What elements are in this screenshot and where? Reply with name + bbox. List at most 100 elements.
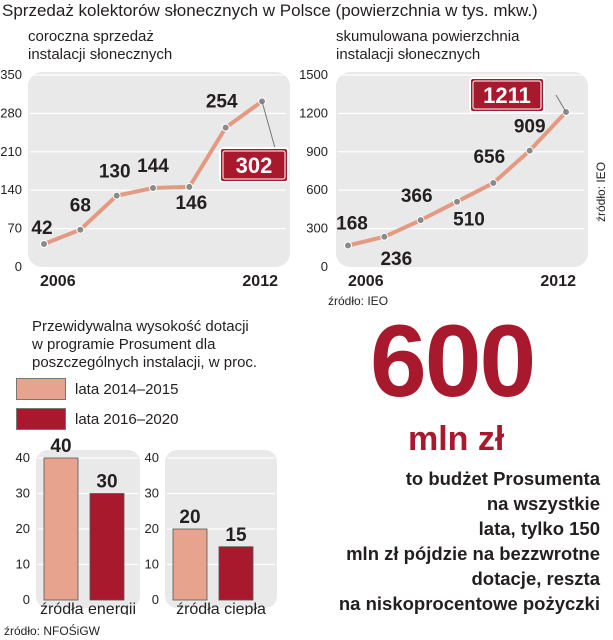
chart1-y-tick: 0 — [15, 259, 22, 274]
chart2-data-label: 909 — [514, 117, 546, 138]
chart2-data-point — [525, 146, 534, 155]
chart2-x-tick-first: 2006 — [348, 273, 384, 290]
chart1-callout-leader — [261, 101, 276, 149]
bar-1-1 — [218, 546, 254, 601]
chart2-subtitle-line1: skumulowana powierzchnia — [336, 28, 520, 45]
legend-label-2016-2020: lata 2016–2020 — [75, 410, 179, 428]
bar-chart-subsidy: 0 10 20 30 40 40 30 źródła energii 0 10 20 30 40 20 15… — [16, 436, 277, 615]
chart1-data-label: 68 — [70, 196, 91, 217]
bar-y-tick: 30 — [145, 486, 159, 501]
chart1-data-label: 146 — [175, 193, 207, 214]
budget-line6: na niskoprocentowe pożyczki — [338, 593, 600, 614]
side-source: źródło: IEO — [594, 161, 608, 222]
bar-category-label: źródła ciepła — [176, 601, 266, 615]
bar-y-tick: 40 — [16, 450, 30, 465]
chart2-y-tick: 600 — [306, 182, 328, 197]
chart1-y-tick: 350 — [0, 67, 22, 82]
bar-category-label: źródła energii — [40, 601, 136, 615]
bar-y-tick: 20 — [145, 521, 159, 536]
legend-swatch-light — [16, 378, 66, 400]
bar-y-tick: 30 — [16, 486, 30, 501]
chart1-data-label: 254 — [206, 92, 238, 113]
bar-y-tick: 40 — [145, 450, 159, 465]
budget-line3: lata, tylko 150 — [478, 518, 600, 539]
chart2-callout-inner-border — [472, 80, 542, 110]
chart1-y-tick: 210 — [0, 144, 22, 159]
bar-title-line3: poszczególnych instalacji, w proc. — [32, 354, 258, 371]
bar-value-label: 15 — [225, 525, 247, 546]
chart1-annual-sales: 0 70 140 210 280 350 42 68 130 144 146 254 302 2006 20… — [0, 67, 290, 290]
bar-1-0 — [89, 493, 125, 601]
chart1-y-tick: 280 — [0, 105, 22, 120]
chart1-x-tick-last: 2012 — [242, 273, 278, 290]
chart1-subtitle: coroczna sprzedaż instalacji słonecznych — [28, 28, 172, 64]
bar-y-tick: 10 — [16, 557, 30, 572]
chart2-x-tick-last: 2012 — [540, 273, 576, 290]
bar-y-tick: 20 — [16, 521, 30, 536]
legend-item-2016-2020: lata 2016–2020 — [16, 408, 178, 430]
chart2-data-label: 366 — [401, 186, 433, 207]
bar-title-line1: Przewidywalna wysokość dotacji — [32, 318, 249, 335]
chart1-subtitle-line2: instalacji słonecznych — [28, 46, 173, 63]
bar-0-0 — [43, 457, 79, 601]
chart1-y-tick: 140 — [0, 182, 22, 197]
chart1-data-point — [40, 239, 48, 248]
legend-swatch-dark — [16, 408, 66, 430]
chart2-y-tick: 1500 — [300, 67, 328, 82]
chart2-cumulative-area: 0 300 600 900 1200 1500 168 236 366 510 656 909 1211… — [300, 67, 588, 290]
chart2-y-tick: 300 — [306, 221, 328, 236]
chart1-data-label: 144 — [137, 156, 169, 177]
chart2-source: źródło: IEO — [328, 294, 389, 308]
chart2-data-label: 656 — [473, 147, 505, 168]
chart2-data-point — [489, 179, 498, 188]
chart2-data-point — [562, 107, 570, 116]
chart1-callout-inner-border — [222, 150, 286, 180]
chart1-callout-box — [219, 147, 289, 183]
budget-line5: dotacje, reszta — [471, 568, 600, 589]
bar-0-1 — [172, 528, 208, 601]
budget-line2: na wszystkie — [486, 493, 600, 514]
chart2-subtitle: skumulowana powierzchnia instalacji słon… — [336, 28, 519, 64]
chart2-data-point — [416, 216, 425, 225]
chart1-data-point — [112, 191, 121, 200]
chart1-data-point — [149, 184, 157, 193]
chart1-subtitle-line1: coroczna sprzedaż — [28, 28, 154, 45]
chart2-y-tick: 1200 — [300, 105, 328, 120]
chart1-data-point — [221, 123, 230, 132]
bar-value-label: 20 — [179, 507, 200, 528]
chart1-data-label: 42 — [31, 218, 52, 239]
bar-value-label: 40 — [50, 436, 71, 457]
chart1-data-point — [185, 182, 194, 191]
chart2-y-tick: 900 — [306, 144, 328, 159]
bar-source: źródło: NFOŚiGW — [4, 624, 101, 638]
budget-description: to budżet Prosumenta na wszystkie lata, … — [300, 466, 600, 616]
chart2-callout-leader — [555, 94, 567, 113]
chart1-callout-label: 302 — [236, 153, 273, 178]
chart1-y-tick: 70 — [8, 221, 22, 236]
legend-label-2014-2015: lata 2014–2015 — [75, 380, 179, 398]
bar-section-title: Przewidywalna wysokość dotacji w program… — [32, 318, 257, 372]
main-title: Sprzedaż kolektorów słonecznych w Polsce… — [2, 1, 538, 20]
bar-value-label: 30 — [96, 472, 117, 493]
bar-y-tick: 0 — [23, 592, 30, 607]
chart1-x-tick-first: 2006 — [40, 273, 76, 290]
chart2-data-point — [380, 232, 389, 241]
chart2-callout-box — [469, 77, 545, 113]
budget-amount: 600 — [370, 304, 536, 418]
chart2-plot-area — [336, 72, 588, 267]
chart2-y-tick: 0 — [321, 259, 328, 274]
chart2-subtitle-line2: instalacji słonecznych — [336, 46, 481, 63]
chart2-data-point — [453, 197, 461, 206]
chart2-data-point — [344, 241, 352, 250]
bar-y-tick: 10 — [145, 557, 159, 572]
bar-title-line2: w programie Prosument dla — [32, 336, 216, 353]
chart2-data-label: 236 — [380, 249, 412, 270]
budget-line4: mln zł pójdzie na bezzwrotne — [346, 543, 600, 564]
bar-y-tick: 0 — [152, 592, 159, 607]
budget-unit: mln zł — [408, 420, 505, 458]
chart1-data-label: 130 — [99, 162, 131, 183]
chart1-data-point — [76, 225, 85, 234]
budget-line1: to budżet Prosumenta — [405, 468, 600, 489]
chart2-data-label: 168 — [336, 213, 368, 234]
chart2-data-label: 510 — [453, 210, 485, 231]
